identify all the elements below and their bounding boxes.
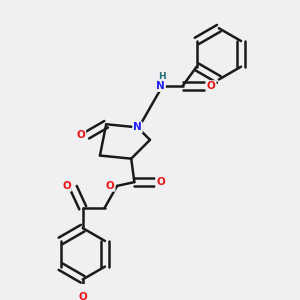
Text: O: O (62, 181, 71, 191)
Text: O: O (106, 181, 115, 191)
Text: O: O (207, 81, 216, 91)
Text: O: O (156, 177, 165, 187)
Text: O: O (78, 292, 87, 300)
Text: N: N (133, 122, 142, 132)
Text: H: H (158, 72, 166, 81)
Text: N: N (156, 81, 165, 91)
Text: O: O (76, 130, 85, 140)
